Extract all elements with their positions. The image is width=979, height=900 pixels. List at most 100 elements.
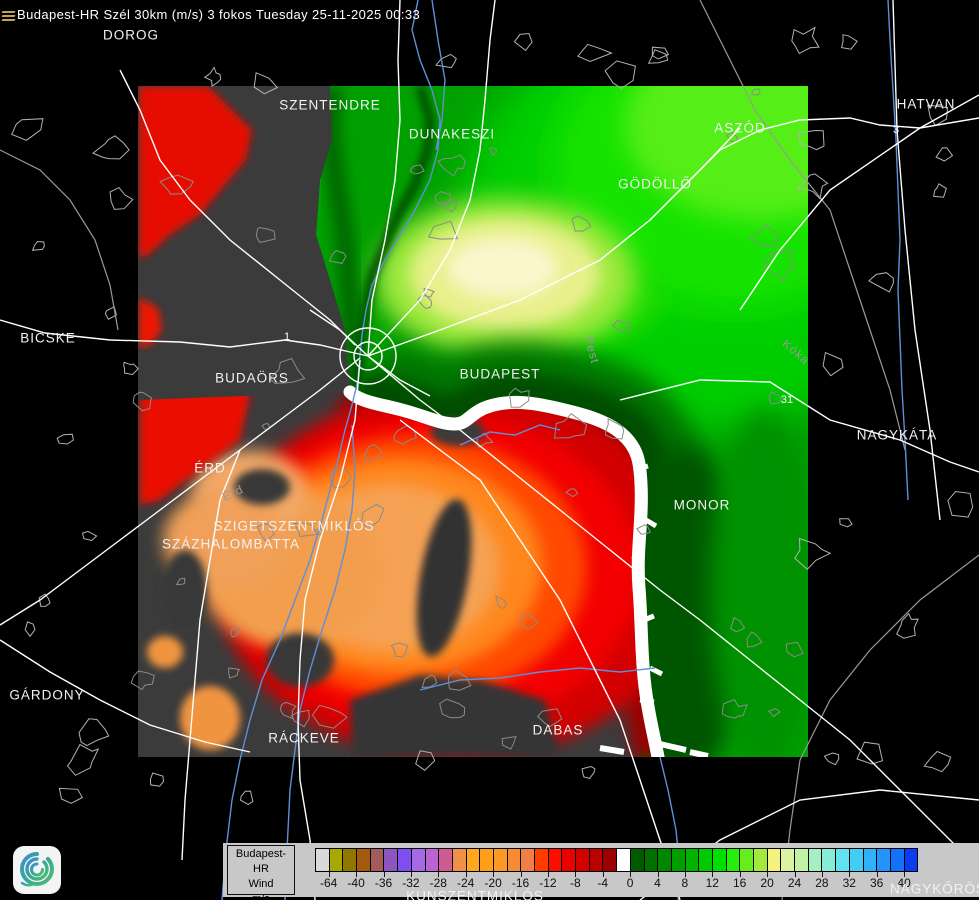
legend-swatch — [657, 849, 671, 871]
legend-tick-label: 12 — [705, 876, 719, 890]
color-scale-legend: Budapest-HR Wind m/s -64 -40 -36 -32 -28 -24-… — [223, 843, 979, 900]
legend-tick-mark — [630, 872, 632, 877]
legend-swatch — [780, 849, 795, 871]
legend-swatch — [698, 849, 712, 871]
legend-swatch — [397, 849, 411, 871]
legend-swatch — [492, 849, 507, 871]
page-title: Budapest-HR Szél 30km (m/s) 3 fokos Tues… — [17, 7, 421, 22]
legend-swatch — [876, 849, 890, 871]
legend-tick-mark — [356, 872, 358, 877]
legend-tick-label: 20 — [760, 876, 774, 890]
legend-tick-label: -20 — [484, 876, 502, 890]
legend-tick-mark — [684, 872, 686, 877]
legend-swatch-row — [315, 848, 918, 872]
legend-swatch — [684, 849, 699, 871]
legend-swatch — [862, 849, 877, 871]
legend-tick-label: 4 — [654, 876, 661, 890]
legend-tick-label: -32 — [402, 876, 420, 890]
legend-swatch — [903, 849, 918, 871]
legend-swatch — [629, 849, 644, 871]
legend-swatch — [438, 849, 452, 871]
legend-tick-label: -28 — [429, 876, 447, 890]
legend-tick-mark — [520, 872, 522, 877]
legend-swatch — [534, 849, 548, 871]
legend-swatch — [753, 849, 767, 871]
legend-swatch — [356, 849, 370, 871]
legend-tick-label: 28 — [815, 876, 829, 890]
legend-unit: m/s — [252, 893, 270, 900]
legend-tick-label: -16 — [511, 876, 530, 890]
legend-tick-mark — [876, 872, 878, 877]
zero-isodop-line — [343, 385, 709, 757]
legend-swatch — [794, 849, 808, 871]
legend-quantity: Wind — [248, 878, 274, 890]
legend-swatch — [547, 849, 562, 871]
legend-swatch — [465, 849, 480, 871]
legend-swatch — [766, 849, 781, 871]
legend-swatch — [575, 849, 589, 871]
legend-station-box: Budapest-HR Wind m/s — [227, 845, 295, 900]
legend-swatch — [739, 849, 753, 871]
legend-swatch — [383, 849, 398, 871]
legend-tick-mark — [438, 872, 440, 877]
legend-swatch — [711, 849, 726, 871]
legend-swatch — [424, 849, 439, 871]
legend-swatch — [328, 849, 343, 871]
legend-tick-mark — [904, 872, 906, 877]
legend-tick-label: -40 — [347, 876, 365, 890]
radar-red-patches — [139, 86, 252, 348]
legend-swatch — [520, 849, 534, 871]
app-logo-spiral-icon[interactable] — [12, 845, 62, 895]
legend-swatch — [342, 849, 357, 871]
legend-tick-mark — [821, 872, 823, 877]
legend-tick-mark — [383, 872, 385, 877]
legend-swatch — [506, 849, 521, 871]
legend-tick-mark — [794, 872, 796, 877]
legend-tick-label: 32 — [842, 876, 856, 890]
legend-swatch — [588, 849, 603, 871]
legend-swatch — [561, 849, 576, 871]
legend-tick-mark — [657, 872, 659, 877]
legend-tick-mark — [712, 872, 714, 877]
legend-tick-label: 40 — [897, 876, 911, 890]
legend-tick-label: -8 — [569, 876, 581, 890]
legend-swatch — [316, 849, 329, 871]
legend-swatch — [643, 849, 658, 871]
legend-tick-label: 0 — [626, 876, 634, 890]
legend-tick-mark — [328, 872, 330, 877]
legend-swatch — [835, 849, 849, 871]
settlement-outlines-layer — [11, 26, 974, 805]
legend-swatch — [725, 849, 740, 871]
legend-tick-mark — [739, 872, 741, 877]
legend-tick-label: -12 — [539, 876, 557, 890]
legend-tick-mark — [547, 872, 549, 877]
legend-tick-mark — [410, 872, 412, 877]
legend-swatch — [602, 849, 617, 871]
legend-tick-label: 24 — [787, 876, 802, 890]
radar-site-icon — [1, 9, 16, 22]
legend-tick-label: 8 — [681, 876, 689, 890]
legend-swatch — [479, 849, 493, 871]
legend-swatch — [616, 849, 630, 871]
legend-tick-mark — [602, 872, 604, 877]
legend-swatch — [848, 849, 863, 871]
legend-tick-mark — [849, 872, 851, 877]
legend-tick-label: 36 — [870, 876, 884, 890]
legend-swatch — [807, 849, 822, 871]
legend-swatch — [889, 849, 904, 871]
legend-tick-label: -36 — [374, 876, 393, 890]
legend-tick-label: 16 — [733, 876, 747, 890]
legend-tick-label: -24 — [457, 876, 475, 890]
legend-tick-label: -4 — [597, 876, 609, 890]
legend-swatch — [451, 849, 466, 871]
legend-swatch — [821, 849, 836, 871]
legend-station-name: Budapest-HR — [235, 848, 287, 875]
legend-tick-mark — [767, 872, 769, 877]
legend-tick-label: -64 — [320, 876, 338, 890]
legend-swatch — [410, 849, 425, 871]
legend-tick-mark — [465, 872, 467, 877]
